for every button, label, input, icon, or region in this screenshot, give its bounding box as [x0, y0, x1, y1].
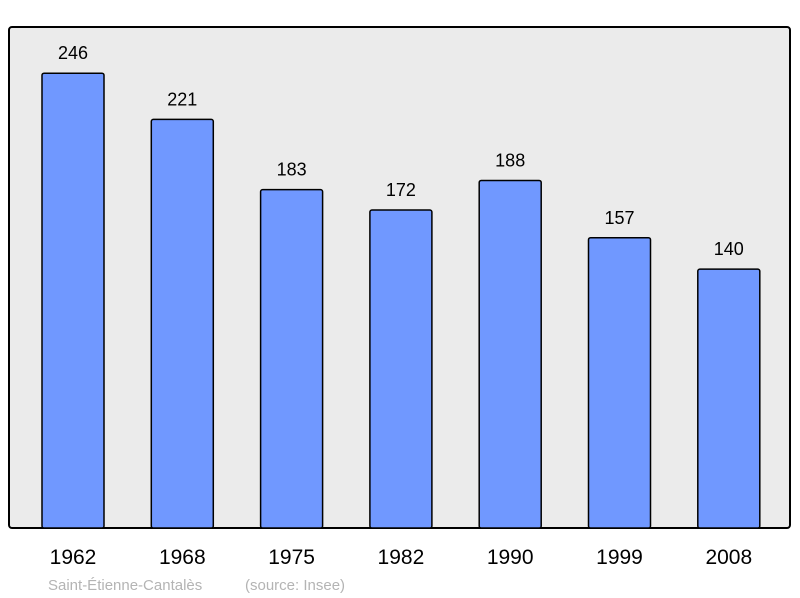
footer-source: (source: Insee): [245, 577, 345, 594]
x-tick-label-1962: 1962: [50, 546, 97, 569]
bar-1982: [369, 209, 433, 529]
bar-1968: [150, 118, 215, 529]
data-label-1962: 246: [58, 43, 88, 63]
data-label-1982: 172: [386, 180, 416, 200]
bar-1990: [478, 179, 542, 529]
x-tick-label-2008: 2008: [705, 546, 752, 569]
data-label-2008: 140: [714, 239, 744, 259]
bar-1975: [259, 188, 324, 529]
data-label-1968: 221: [167, 89, 197, 109]
x-tick-label-1999: 1999: [596, 546, 643, 569]
x-tick-label-1968: 1968: [159, 546, 206, 569]
data-label-1975: 183: [277, 160, 307, 180]
bar-1999: [587, 237, 652, 529]
data-label-1990: 188: [495, 150, 525, 170]
x-tick-label-1990: 1990: [487, 546, 534, 569]
data-label-1999: 157: [604, 208, 634, 228]
bar-1962: [41, 72, 105, 529]
x-tick-label-1975: 1975: [268, 546, 315, 569]
footer-place: Saint-Étienne-Cantalès: [48, 577, 202, 594]
bar-2008: [697, 268, 761, 529]
x-tick-label-1982: 1982: [378, 546, 425, 569]
